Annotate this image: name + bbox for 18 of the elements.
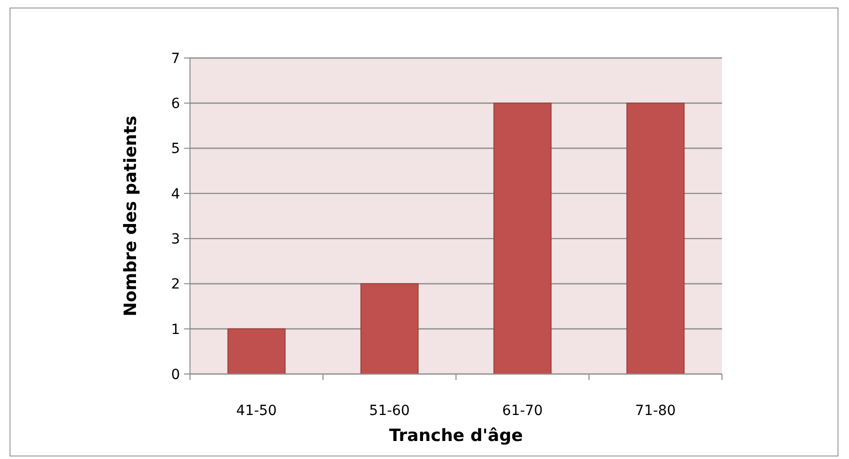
bar	[626, 102, 685, 374]
y-tick-label: 1	[171, 322, 180, 338]
y-axis-title: Nombre des patients	[121, 116, 141, 316]
x-tick-label: 51-60	[369, 403, 410, 419]
x-axis-title: Tranche d'âge	[389, 426, 523, 446]
y-tick-label: 5	[171, 141, 180, 158]
x-tick-label: 41-50	[236, 403, 277, 419]
y-tick-label: 7	[171, 50, 180, 67]
bar	[493, 102, 552, 374]
bar	[360, 283, 419, 374]
y-tick-label: 6	[171, 96, 180, 112]
bar	[227, 328, 286, 374]
y-tick-label: 3	[171, 231, 180, 248]
y-tick-label: 2	[171, 276, 180, 293]
y-tick-label: 4	[171, 186, 180, 202]
x-tick-label: 61-70	[502, 403, 543, 419]
y-tick-label: 0	[171, 366, 180, 383]
x-tick-label: 71-80	[635, 403, 676, 419]
